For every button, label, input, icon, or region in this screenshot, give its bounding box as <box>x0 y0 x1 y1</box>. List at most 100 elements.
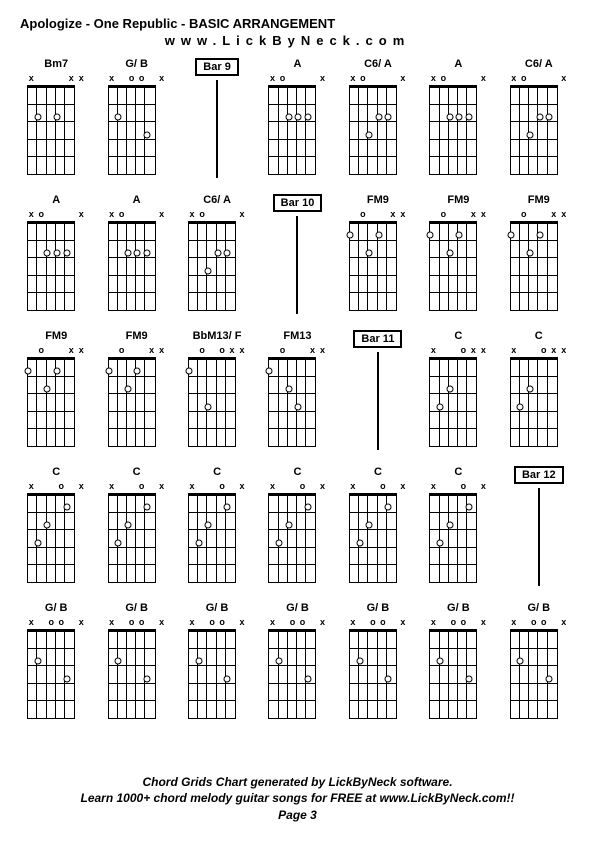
string-marker: x <box>399 74 407 82</box>
string-marker <box>67 210 75 218</box>
string-marker <box>278 482 286 490</box>
finger-dot <box>427 232 434 239</box>
fretboard <box>108 221 156 311</box>
string-marker <box>550 618 558 626</box>
finger-dot <box>195 658 202 665</box>
string-marker: x <box>158 618 166 626</box>
string-marker: x <box>479 618 487 626</box>
finger-dot <box>186 368 193 375</box>
string-markers-row: xox <box>510 74 568 85</box>
finger-dot <box>366 522 373 529</box>
string-marker: o <box>530 618 538 626</box>
finger-dot <box>54 368 61 375</box>
chord-diagram: xoxx <box>429 346 487 447</box>
chord-name-label: C <box>454 330 462 344</box>
string-markers-row: oxx <box>349 210 407 221</box>
chord-name-label: G/ B <box>286 602 309 616</box>
finger-dot <box>224 676 231 683</box>
chord-name-label: C <box>374 466 382 480</box>
chord-cell: Bm7xxx <box>18 58 94 186</box>
finger-dot <box>144 250 151 257</box>
string-marker <box>37 482 45 490</box>
string-marker: x <box>399 618 407 626</box>
chord-name-label: A <box>133 194 141 208</box>
finger-dot <box>546 114 553 121</box>
chord-name-label: FM9 <box>45 330 67 344</box>
string-marker: x <box>469 210 477 218</box>
string-marker: x <box>27 482 35 490</box>
finger-dot <box>266 368 273 375</box>
string-marker <box>520 618 528 626</box>
footer-line-1: Chord Grids Chart generated by LickByNec… <box>0 774 595 791</box>
bar-separator-line <box>377 352 379 450</box>
chord-cell: Cxox <box>98 466 174 594</box>
fretboard <box>27 493 75 583</box>
string-marker: x <box>349 618 357 626</box>
chord-cell: G/ Bxoox <box>179 602 255 730</box>
chord-cell: G/ Bxoox <box>98 602 174 730</box>
bar-separator-line <box>296 216 298 314</box>
finger-dot <box>446 114 453 121</box>
bar-marker-cell: Bar 9 <box>179 58 255 186</box>
string-marker <box>198 482 206 490</box>
page-subtitle: www.LickByNeck.com <box>0 33 595 48</box>
string-marker <box>208 482 216 490</box>
string-marker: x <box>188 482 196 490</box>
chord-diagram: xox <box>188 482 246 583</box>
string-markers-row: xox <box>108 482 166 493</box>
fretboard <box>27 629 75 719</box>
string-marker <box>530 210 538 218</box>
string-marker <box>520 346 528 354</box>
chord-cell: G/ Bxoox <box>259 602 335 730</box>
fretboard <box>188 493 236 583</box>
finger-dot <box>144 504 151 511</box>
chord-name-label: G/ B <box>45 602 68 616</box>
string-markers-row: xox <box>188 482 246 493</box>
finger-dot <box>54 250 61 257</box>
chord-cell: Cxoxx <box>420 330 496 458</box>
finger-dot <box>285 386 292 393</box>
chord-cell: Cxox <box>340 466 416 594</box>
string-marker: x <box>550 346 558 354</box>
chord-name-label: Bm7 <box>44 58 68 72</box>
chord-diagram: xoox <box>510 618 568 719</box>
string-marker: o <box>138 74 146 82</box>
string-marker <box>379 210 387 218</box>
chord-name-label: C6/ A <box>525 58 553 72</box>
chord-name-label: A <box>294 58 302 72</box>
chord-name-label: G/ B <box>125 58 148 72</box>
string-marker <box>278 618 286 626</box>
string-marker: o <box>198 210 206 218</box>
chord-cell: C6/ A xox <box>501 58 577 186</box>
string-marker: x <box>77 482 85 490</box>
string-marker <box>288 346 296 354</box>
string-marker: x <box>67 74 75 82</box>
finger-dot <box>115 658 122 665</box>
fretboard <box>510 85 558 175</box>
string-marker <box>208 210 216 218</box>
chord-cell: Axox <box>98 194 174 322</box>
chord-name-label: BbM13/ F <box>193 330 242 344</box>
string-marker <box>459 210 467 218</box>
fretboard <box>429 629 477 719</box>
chord-cell: G/ Bxoox <box>18 602 94 730</box>
finger-dot <box>144 132 151 139</box>
string-marker: o <box>278 74 286 82</box>
chord-diagram: xox <box>268 74 326 175</box>
string-markers-row: oxx <box>108 346 166 357</box>
finger-dot <box>304 114 311 121</box>
chord-diagram: xoox <box>108 74 166 175</box>
string-marker <box>57 74 65 82</box>
finger-dot <box>346 232 353 239</box>
chord-diagram: xox <box>349 74 407 175</box>
chord-diagram: oxx <box>108 346 166 447</box>
chord-name-label: C6/ A <box>364 58 392 72</box>
string-marker <box>449 482 457 490</box>
finger-dot <box>304 504 311 511</box>
chord-name-label: C <box>52 466 60 480</box>
string-marker <box>148 74 156 82</box>
chord-cell: FM9oxx <box>420 194 496 322</box>
chord-name-label: FM9 <box>528 194 550 208</box>
chord-cell: G/ Bxoox <box>340 602 416 730</box>
chord-diagram: xox <box>429 74 487 175</box>
